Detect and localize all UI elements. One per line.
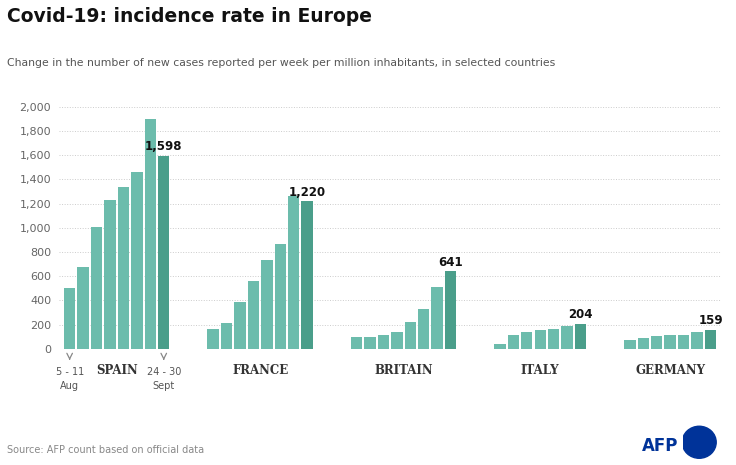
Bar bbox=[208, 329, 219, 349]
Bar bbox=[705, 330, 716, 349]
Bar bbox=[64, 288, 75, 349]
Bar bbox=[351, 337, 362, 349]
Bar bbox=[302, 201, 313, 349]
Bar bbox=[234, 302, 246, 349]
Text: 641: 641 bbox=[438, 256, 463, 269]
Bar bbox=[637, 338, 649, 349]
Text: BRITAIN: BRITAIN bbox=[374, 365, 433, 378]
Bar bbox=[445, 271, 456, 349]
Circle shape bbox=[682, 426, 716, 458]
Bar bbox=[275, 244, 286, 349]
Bar bbox=[418, 310, 429, 349]
Text: GERMANY: GERMANY bbox=[635, 365, 705, 378]
Text: Covid-19: incidence rate in Europe: Covid-19: incidence rate in Europe bbox=[7, 7, 372, 26]
Bar bbox=[261, 260, 272, 349]
Bar bbox=[548, 329, 559, 349]
Bar bbox=[521, 332, 532, 349]
Bar bbox=[562, 326, 573, 349]
Bar bbox=[378, 335, 389, 349]
Bar bbox=[665, 335, 676, 349]
Bar bbox=[534, 330, 546, 349]
Bar bbox=[91, 226, 102, 349]
Bar bbox=[118, 187, 129, 349]
Bar bbox=[405, 322, 416, 349]
Bar bbox=[144, 119, 156, 349]
Text: 1,598: 1,598 bbox=[145, 140, 183, 153]
Text: AFP: AFP bbox=[642, 437, 678, 455]
Text: FRANCE: FRANCE bbox=[232, 365, 289, 378]
Bar bbox=[131, 172, 143, 349]
Bar bbox=[221, 323, 233, 349]
Bar bbox=[391, 332, 403, 349]
Text: 159: 159 bbox=[698, 314, 723, 327]
Text: Source: AFP count based on official data: Source: AFP count based on official data bbox=[7, 445, 205, 455]
Text: SPAIN: SPAIN bbox=[96, 365, 138, 378]
Text: 5 - 11
Aug: 5 - 11 Aug bbox=[55, 367, 84, 391]
Bar bbox=[105, 200, 116, 349]
Text: 1,220: 1,220 bbox=[289, 186, 326, 199]
Bar bbox=[494, 344, 506, 349]
Bar bbox=[651, 336, 662, 349]
Bar bbox=[678, 335, 690, 349]
Bar bbox=[624, 339, 636, 349]
Bar bbox=[288, 196, 300, 349]
Text: 24 - 30
Sept: 24 - 30 Sept bbox=[146, 367, 181, 391]
Bar bbox=[431, 287, 443, 349]
Text: Change in the number of new cases reported per week per million inhabitants, in : Change in the number of new cases report… bbox=[7, 58, 556, 68]
Bar bbox=[508, 335, 519, 349]
Bar bbox=[575, 324, 587, 349]
Text: ITALY: ITALY bbox=[521, 365, 559, 378]
Bar bbox=[691, 332, 703, 349]
Bar bbox=[364, 337, 375, 349]
Text: 204: 204 bbox=[568, 308, 592, 321]
Bar bbox=[158, 156, 169, 349]
Bar bbox=[77, 266, 89, 349]
Bar bbox=[248, 281, 259, 349]
